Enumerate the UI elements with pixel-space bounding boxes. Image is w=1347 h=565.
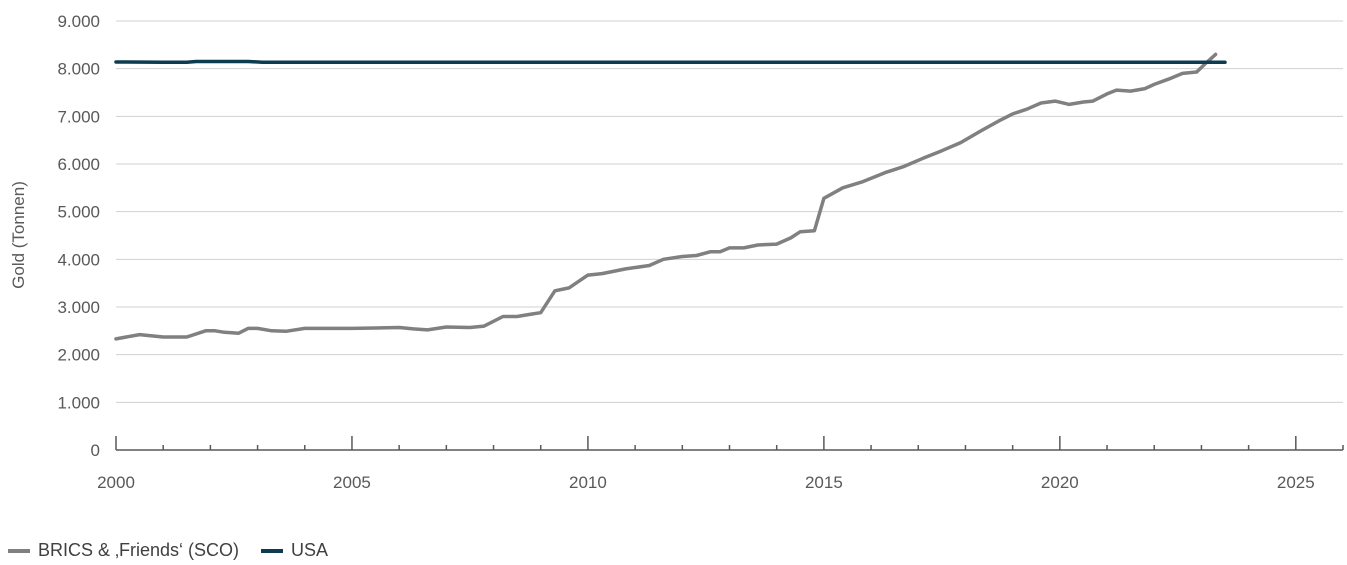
y-tick-label: 9.000 [57, 12, 100, 31]
legend-item-brics: BRICS & ‚Friends‘ (SCO) [8, 540, 239, 561]
y-tick-label: 3.000 [57, 298, 100, 317]
legend-swatch-brics [8, 548, 30, 553]
x-axis-tick-labels: 2000 2005 2010 2015 2020 2025 [97, 473, 1315, 492]
x-tick-label: 2020 [1041, 473, 1079, 492]
y-tick-label: 4.000 [57, 250, 100, 269]
legend-swatch-usa [261, 548, 284, 553]
gridlines [116, 20, 1343, 403]
legend-item-usa: USA [261, 540, 328, 561]
series-lines [114, 52, 1227, 341]
y-tick-label: 7.000 [57, 107, 100, 126]
y-axis-title: Gold (Tonnen) [9, 181, 28, 289]
x-tick-label: 2000 [97, 473, 135, 492]
legend: BRICS & ‚Friends‘ (SCO) USA [8, 540, 350, 561]
y-tick-label: 1.000 [57, 393, 100, 412]
x-tick-label: 2025 [1277, 473, 1315, 492]
x-tick-label: 2005 [333, 473, 371, 492]
legend-label-brics: BRICS & ‚Friends‘ (SCO) [38, 540, 240, 560]
series-line-usa [114, 59, 1227, 65]
y-axis-tick-labels: 0 1.000 2.000 3.000 4.000 5.000 6.000 7.000 8.00… [57, 12, 100, 460]
x-tick-label: 2015 [805, 473, 843, 492]
y-tick-label: 6.000 [57, 155, 100, 174]
y-tick-label: 8.000 [57, 60, 100, 79]
x-tick-label: 2010 [569, 473, 607, 492]
legend-label-usa: USA [291, 540, 329, 560]
x-axis [115, 436, 1344, 451]
series-line-brics [114, 52, 1218, 341]
y-tick-label: 2.000 [57, 346, 100, 365]
line-chart: 0 1.000 2.000 3.000 4.000 5.000 6.000 7.000 8.00… [9, 12, 1344, 492]
y-tick-label: 0 [91, 441, 100, 460]
y-tick-label: 5.000 [57, 203, 100, 222]
